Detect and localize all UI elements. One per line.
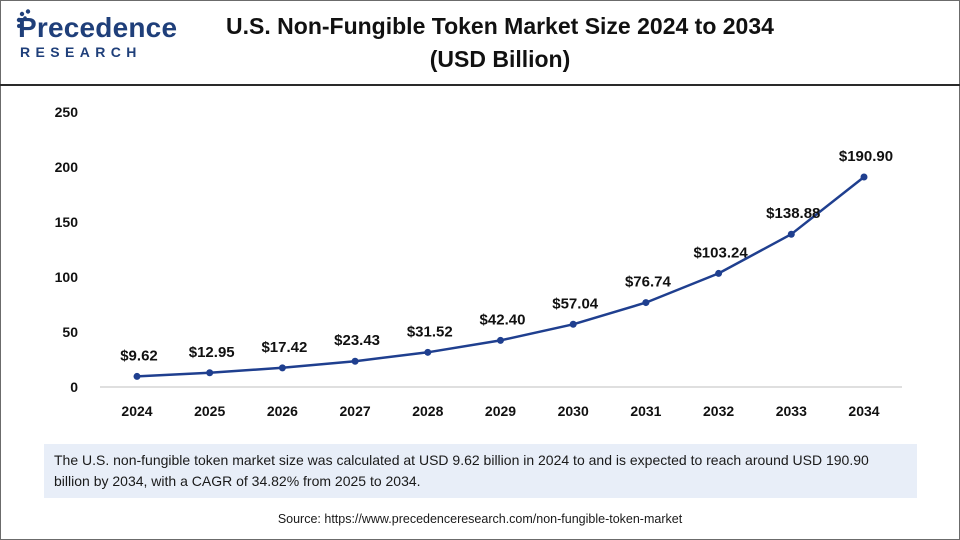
chart-title-line-2: (USD Billion) xyxy=(429,46,571,72)
line-chart: 0 50 100 150 200 250 2024 2025 2026 2027 2028 2029 2… xyxy=(55,104,902,419)
data-label: $17.42 xyxy=(261,339,307,356)
data-point xyxy=(424,348,432,356)
brand-subtitle: RESEARCH xyxy=(20,44,142,60)
chart-area: 0 50 100 150 200 250 2024 2025 2026 2027 2028 2029 2… xyxy=(0,88,960,438)
summary-box: The U.S. non-fungible token market size … xyxy=(44,444,917,498)
x-tick-label: 2025 xyxy=(194,403,225,419)
data-point xyxy=(860,173,868,181)
y-tick-label: 100 xyxy=(55,269,79,285)
data-label: $57.04 xyxy=(552,295,599,312)
source-note: Source: https://www.precedenceresearch.c… xyxy=(277,512,683,526)
data-point xyxy=(715,269,723,277)
brand-name: Precedence xyxy=(18,12,178,43)
x-tick-label: 2027 xyxy=(340,403,371,419)
x-tick-label: 2030 xyxy=(558,403,589,419)
data-point xyxy=(351,357,359,365)
y-tick-label: 50 xyxy=(62,324,78,340)
data-label: $76.74 xyxy=(625,274,672,291)
y-tick-label: 150 xyxy=(55,214,79,230)
brand-logo: Precedence RESEARCH xyxy=(16,9,177,64)
data-label: $138.88 xyxy=(766,205,820,222)
data-label: $9.62 xyxy=(120,347,158,364)
summary-text: The U.S. non-fungible token market size … xyxy=(54,452,869,489)
data-point xyxy=(642,299,650,307)
x-tick-label: 2026 xyxy=(267,403,298,419)
data-point xyxy=(497,336,504,344)
data-point xyxy=(787,230,795,238)
x-tick-label: 2028 xyxy=(412,403,443,419)
data-label: $31.52 xyxy=(407,323,453,340)
series-line xyxy=(136,176,865,378)
x-tick-label: 2032 xyxy=(703,403,734,419)
data-label: $12.95 xyxy=(189,344,235,361)
x-tick-label: 2031 xyxy=(630,403,661,419)
data-point xyxy=(206,369,214,377)
data-label: $190.90 xyxy=(839,148,893,165)
data-label: $42.40 xyxy=(480,311,526,328)
y-tick-label: 0 xyxy=(70,379,78,395)
logo-mark-icon xyxy=(16,9,31,28)
y-tick-label: 200 xyxy=(55,159,79,175)
y-tick-label: 250 xyxy=(55,104,79,120)
data-point xyxy=(569,320,577,328)
x-tick-label: 2029 xyxy=(485,403,516,419)
x-tick-label: 2034 xyxy=(848,403,879,419)
x-tick-label: 2033 xyxy=(776,403,807,419)
data-point xyxy=(133,372,141,380)
data-point xyxy=(278,364,286,372)
header: Precedence RESEARCH U.S. Non-Fungible To… xyxy=(0,0,960,86)
chart-title-line-1: U.S. Non-Fungible Token Market Size 2024… xyxy=(226,13,774,39)
x-tick-label: 2024 xyxy=(121,403,152,419)
chart-title: U.S. Non-Fungible Token Market Size 2024… xyxy=(190,10,810,76)
data-label: $23.43 xyxy=(334,332,380,349)
data-label: $103.24 xyxy=(693,244,748,261)
